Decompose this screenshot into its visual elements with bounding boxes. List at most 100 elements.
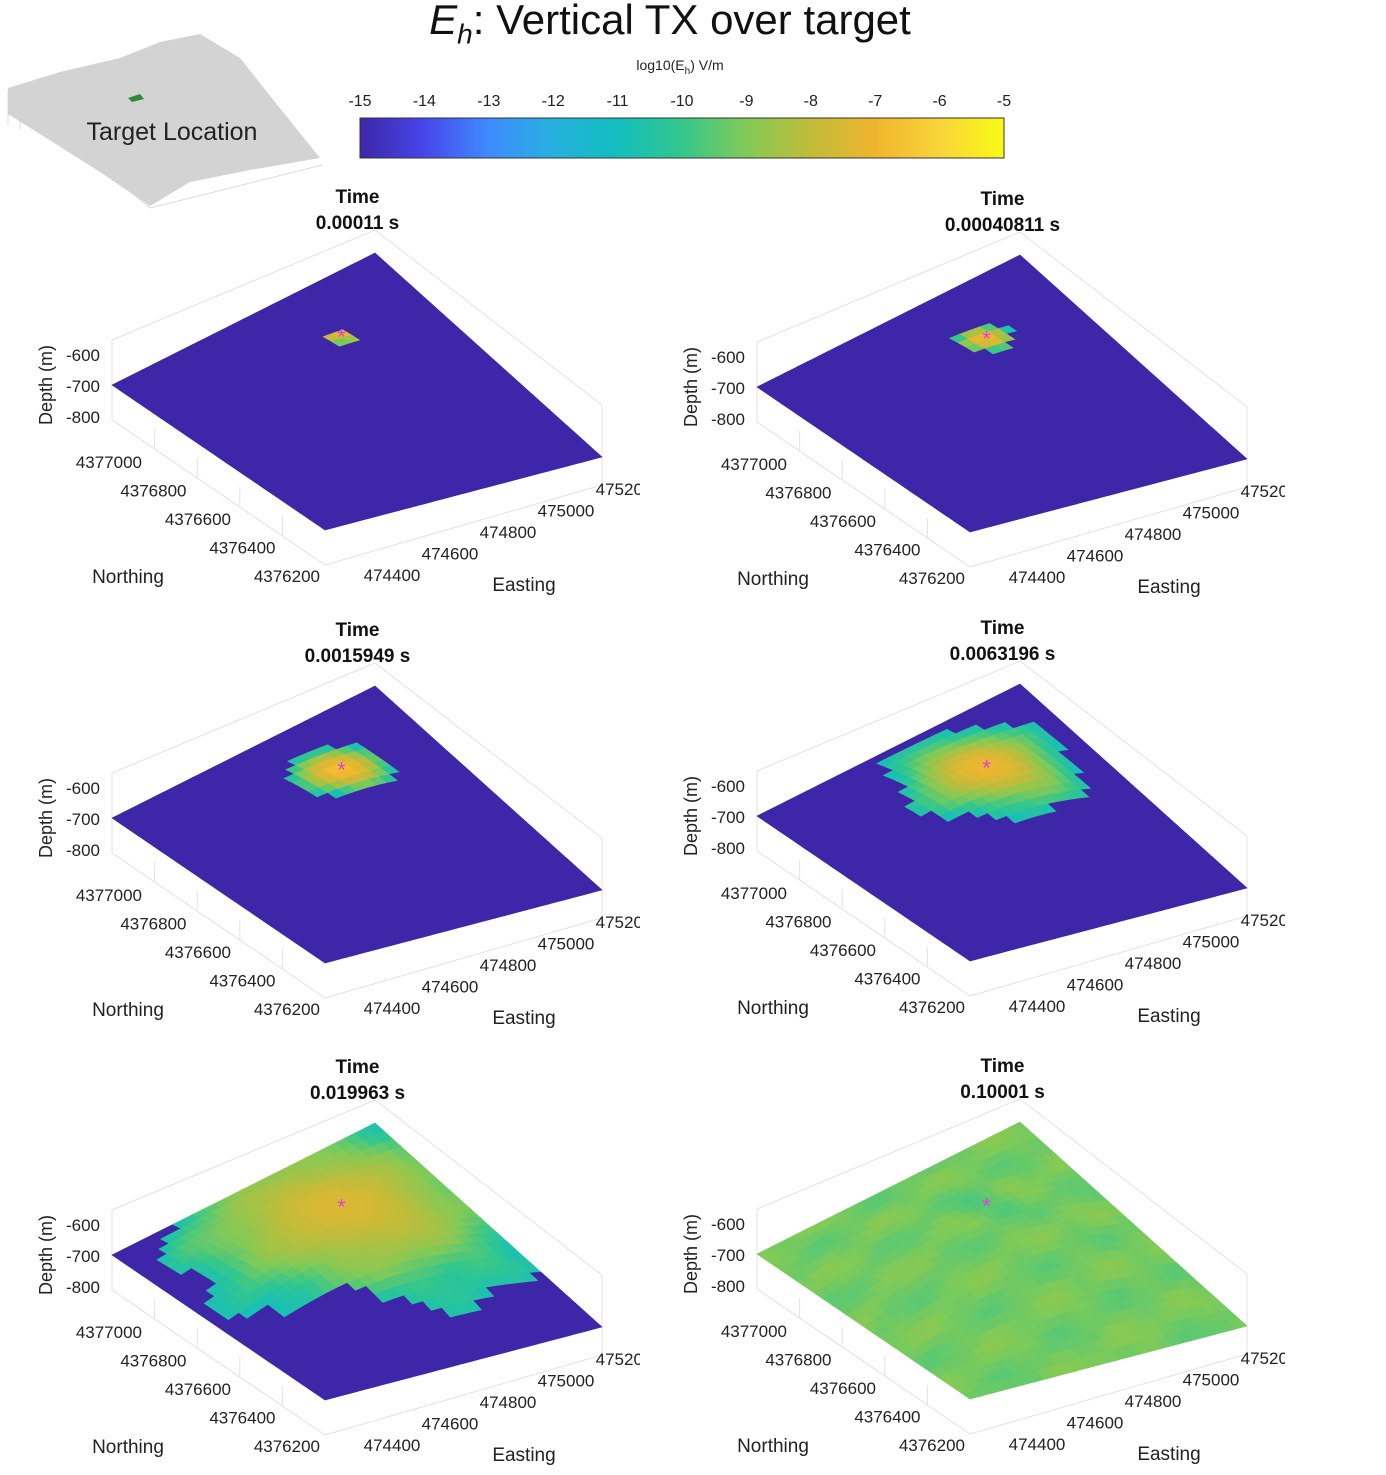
y-tick-label: 4376800 [765, 913, 831, 932]
x-tick-label: 474400 [1009, 1435, 1066, 1454]
axis-grid [111, 229, 603, 566]
y-axis: 4377000 4376800 4376600 4376400 4376200 North… [76, 886, 320, 1021]
panel-time-value: 0.00011 s [315, 213, 400, 234]
panel-t5: Time 0.019963 s * -600 -700 -800 Depth (m) 4377… [0, 1055, 640, 1475]
z-tick-label: -700 [711, 1246, 745, 1265]
panel-time-value: 0.10001 s [960, 1082, 1045, 1103]
y-axis-label: Northing [737, 998, 809, 1019]
y-axis: 4377000 4376800 4376600 4376400 4376200 North… [76, 453, 320, 588]
z-axis-label: Depth (m) [681, 776, 701, 856]
panel-title: Time 0.00040811 s [645, 187, 1360, 239]
z-tick-label: -600 [711, 348, 745, 367]
x-tick-label: 474800 [480, 956, 537, 975]
panel-title-label: Time [335, 187, 380, 208]
x-tick-label: 475200 [1241, 911, 1285, 930]
y-tick-label: 4376600 [165, 943, 231, 962]
z-axis-label: Depth (m) [681, 1214, 701, 1294]
surface-plot: * -600 -700 -800 Depth (m) 4377000 4376800 4376… [681, 1098, 1285, 1465]
x-tick-label: 474400 [364, 566, 421, 585]
x-tick-label: 474800 [480, 1393, 537, 1412]
colorbar-tick-label: -11 [607, 93, 629, 110]
axis-grid [756, 660, 1248, 997]
y-tick-label: 4376600 [165, 510, 231, 529]
y-axis: 4377000 4376800 4376600 4376400 4376200 North… [721, 1322, 965, 1457]
surface-cell [582, 448, 603, 461]
x-tick-label: 475000 [1183, 504, 1240, 523]
x-tick-label: 474600 [1067, 976, 1124, 995]
target-marker: * [337, 325, 346, 350]
x-tick-label: 474800 [1125, 1392, 1182, 1411]
surface-mesh [111, 1122, 603, 1401]
x-tick-label: 474600 [422, 978, 479, 997]
y-tick-label: 4376200 [254, 567, 320, 586]
x-tick-label: 474800 [1125, 954, 1182, 973]
y-tick-label: 4376800 [120, 1352, 186, 1371]
panel-title: Time 0.10001 s [645, 1054, 1360, 1106]
x-tick-label: 474800 [480, 523, 537, 542]
z-tick-label: -800 [711, 839, 745, 858]
x-axis: 474400474600474800475000475200 Easting [1009, 482, 1285, 598]
colorbar-bar [359, 117, 1005, 159]
target-marker: * [982, 756, 991, 781]
y-axis: 4377000 4376800 4376600 4376400 4376200 North… [76, 1323, 320, 1458]
x-axis-label: Easting [492, 1008, 555, 1029]
surface-plot: * -600 -700 -800 Depth (m) 4377000 4376800 4376… [36, 662, 640, 1029]
panel-title-label: Time [980, 618, 1025, 639]
y-tick-label: 4377000 [76, 453, 142, 472]
z-tick-label: -600 [711, 777, 745, 796]
x-axis-label: Easting [1137, 577, 1200, 598]
colorbar-tick-label: -10 [670, 93, 693, 110]
x-tick-label: 474600 [422, 1415, 479, 1434]
y-tick-label: 4377000 [721, 455, 787, 474]
surface-plot: * -600 -700 -800 Depth (m) 4377000 4376800 4376… [681, 660, 1285, 1027]
y-tick-label: 4376800 [765, 1351, 831, 1370]
y-tick-label: 4377000 [76, 1323, 142, 1342]
panel-title-label: Time [980, 1056, 1025, 1077]
panel-title-label: Time [980, 189, 1025, 210]
z-axis-label: Depth (m) [681, 347, 701, 427]
y-tick-label: 4377000 [721, 884, 787, 903]
x-tick-label: 474600 [1067, 547, 1124, 566]
y-tick-label: 4376400 [209, 1409, 275, 1428]
y-tick-label: 4376400 [209, 539, 275, 558]
colorbar: log10(Eh) V/m -15 -14 -13 -12 -11 -10 -9 -8 -7 -6… [348, 57, 1011, 159]
x-tick-label: 474400 [1009, 568, 1066, 587]
colorbar-tick-label: -6 [932, 93, 946, 110]
target-marker: * [337, 1195, 346, 1220]
x-axis-label: Easting [492, 1445, 555, 1466]
y-axis: 4377000 4376800 4376600 4376400 4376200 North… [721, 455, 965, 590]
x-axis: 474400474600474800475000475200 Easting [364, 1350, 640, 1466]
panel-title: Time 0.0015949 s [0, 618, 715, 670]
z-axis: -600 -700 -800 Depth (m) [36, 1215, 100, 1297]
x-tick-label: 474400 [364, 999, 421, 1018]
panel-title: Time 0.0063196 s [645, 616, 1360, 668]
x-tick-label: 474400 [364, 1436, 421, 1455]
z-tick-label: -700 [711, 808, 745, 827]
y-tick-label: 4376600 [165, 1380, 231, 1399]
z-tick-label: -700 [711, 379, 745, 398]
panel-t3: Time 0.0015949 s * -600 -700 -800 Depth (m) 437… [0, 618, 640, 1038]
z-axis: -600 -700 -800 Depth (m) [681, 776, 745, 858]
z-axis: -600 -700 -800 Depth (m) [36, 778, 100, 860]
surface-cell [582, 881, 603, 894]
inset-label: Target Location [87, 118, 258, 146]
surface-mesh [111, 252, 603, 531]
surface-cell [1227, 1317, 1248, 1330]
surface-plot: * -600 -700 -800 Depth (m) 4377000 4376800 4376… [36, 229, 640, 596]
x-tick-label: 475000 [538, 1372, 595, 1391]
colorbar-tick-label: -9 [739, 93, 753, 110]
title-symbol: Eh [429, 0, 473, 50]
y-tick-label: 4376400 [854, 1408, 920, 1427]
surface-cell [1227, 450, 1248, 463]
x-tick-label: 475200 [596, 1350, 640, 1369]
x-axis: 474400474600474800475000475200 Easting [1009, 911, 1285, 1027]
z-tick-label: -800 [66, 408, 100, 427]
y-tick-label: 4376800 [765, 484, 831, 503]
y-tick-label: 4376800 [120, 915, 186, 934]
panel-time-value: 0.019963 s [309, 1083, 406, 1104]
x-axis-label: Easting [1137, 1444, 1200, 1465]
panel-t1: Time 0.00011 s * -600 -700 -800 Depth (m) 43770… [0, 185, 640, 605]
colorbar-tick-label: -8 [804, 93, 818, 110]
z-axis-label: Depth (m) [36, 778, 56, 858]
x-tick-label: 475000 [538, 502, 595, 521]
